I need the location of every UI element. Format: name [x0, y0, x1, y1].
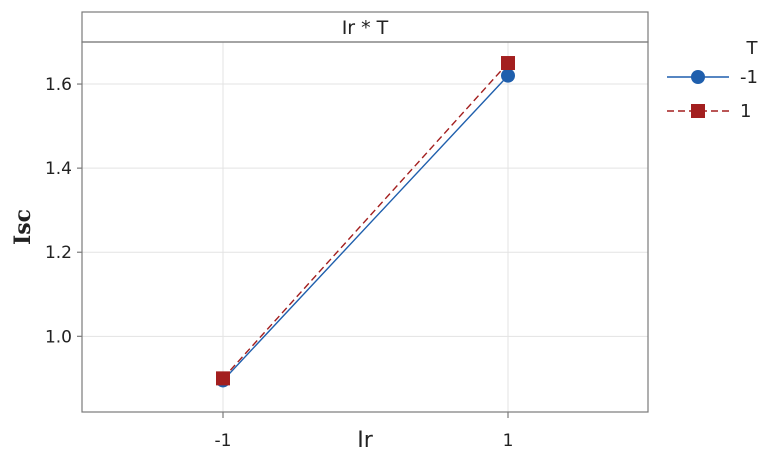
point-circle — [501, 68, 515, 83]
legend-title: T — [746, 38, 759, 59]
x-tick-label: -1 — [215, 431, 232, 451]
y-axis-title: Isc — [10, 209, 36, 245]
y-tick-label: 1.2 — [45, 243, 72, 263]
series-layer — [216, 56, 515, 388]
x-axis-title: Ir — [357, 428, 373, 453]
grid-lines — [82, 42, 648, 412]
legend-label: 1 — [740, 101, 751, 122]
plot-frame — [81, 41, 649, 413]
y-tick-label: 1.6 — [45, 75, 72, 95]
y-tick-label: 1.4 — [45, 159, 72, 179]
legend-circle-icon — [691, 70, 705, 84]
x-tick-labels: -1 1 — [215, 412, 514, 451]
series-line-1 — [222, 62, 509, 379]
legend-square-icon — [691, 104, 705, 118]
legend: T -1 1 — [667, 38, 759, 122]
y-tick-label: 1.0 — [45, 327, 72, 347]
series-line--1 — [222, 75, 509, 381]
point-square — [216, 371, 230, 386]
panel-title: Ir * T — [342, 17, 389, 39]
point-square — [501, 56, 515, 71]
x-tick-label: 1 — [503, 431, 514, 451]
y-tick-labels: 1.0 1.2 1.4 1.6 — [45, 75, 82, 347]
legend-label: -1 — [740, 67, 758, 88]
